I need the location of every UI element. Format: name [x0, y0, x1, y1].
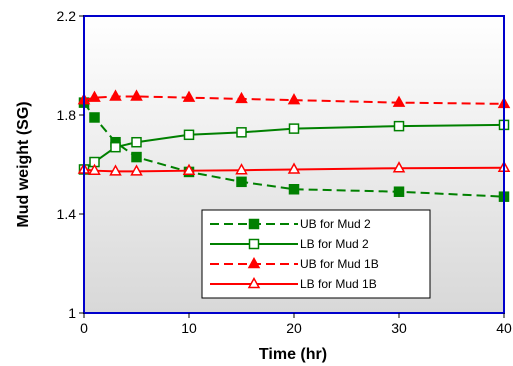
x-tick-label: 10 [181, 320, 197, 336]
y-tick-label: 1 [68, 305, 76, 321]
data-point [392, 95, 406, 107]
y-tick-label: 2.2 [57, 8, 77, 24]
data-point [235, 91, 248, 104]
data-point [131, 151, 142, 163]
legend-entry: LB for Mud 1B [210, 276, 377, 291]
x-tick-label: 40 [496, 320, 512, 336]
legend-label: LB for Mud 2 [300, 237, 369, 251]
series-3 [77, 89, 511, 109]
data-point [109, 164, 122, 176]
x-tick-label: 20 [286, 320, 302, 336]
data-point [236, 176, 247, 188]
data-point [88, 90, 101, 102]
y-tick-label: 1.8 [57, 107, 77, 123]
data-point [88, 163, 101, 175]
data-point [109, 89, 122, 101]
data-point [288, 184, 300, 195]
y-tick-label: 1.4 [57, 206, 77, 222]
data-point [130, 89, 143, 101]
legend-marker [248, 238, 260, 250]
x-tick-label: 30 [391, 320, 407, 336]
data-point [182, 163, 196, 175]
data-point [287, 162, 301, 174]
legend-label: UB for Mud 2 [300, 217, 371, 231]
data-point [392, 161, 406, 173]
data-point [236, 127, 247, 138]
data-point [131, 136, 142, 148]
data-point [235, 163, 248, 175]
data-point [393, 120, 405, 132]
legend-marker [247, 256, 261, 269]
x-axis-title: Time (hr) [259, 346, 327, 363]
legend-marker [247, 276, 261, 289]
y-axis-title: Mud weight (SG) [15, 101, 32, 227]
series-4 [77, 160, 511, 176]
data-point [288, 123, 300, 134]
data-point [130, 164, 143, 176]
data-point [89, 112, 100, 123]
x-tick-label: 0 [80, 320, 88, 336]
legend: UB for Mud 2 LB for Mud 2 UB for Mud 1B LB … [201, 209, 431, 299]
legend-label: LB for Mud 1B [300, 277, 377, 291]
data-point [110, 141, 121, 153]
data-point [287, 93, 301, 105]
legend-entry: LB for Mud 2 [210, 237, 369, 251]
data-point [182, 90, 196, 102]
legend-entry: UB for Mud 2 [210, 217, 371, 231]
data-point [393, 186, 405, 197]
data-point [183, 129, 195, 141]
legend-marker [248, 218, 260, 230]
legend-label: UB for Mud 1B [300, 257, 379, 271]
legend-entry: UB for Mud 1B [210, 256, 379, 271]
